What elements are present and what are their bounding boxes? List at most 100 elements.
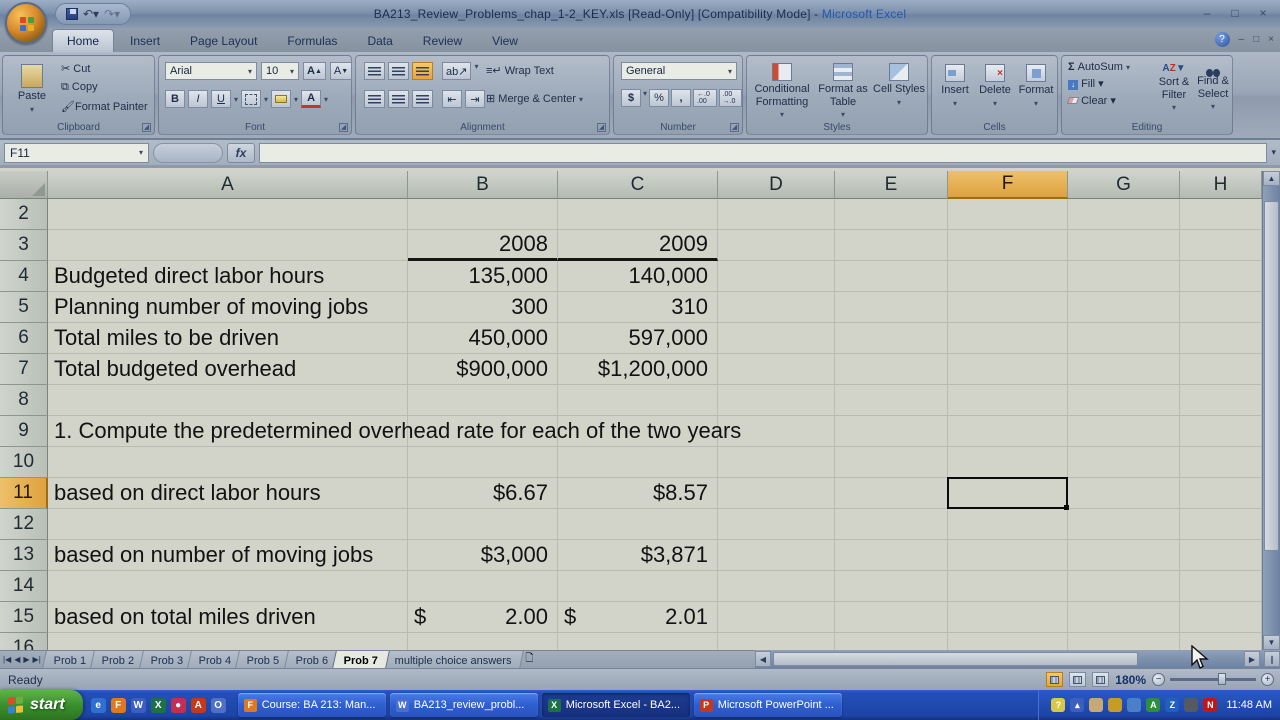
middle-align-button[interactable] [388,62,409,80]
tab-split-handle[interactable]: ∥ [1264,651,1280,667]
cell-E7[interactable] [835,354,948,385]
cell-D5[interactable] [718,292,835,323]
cell-F3[interactable] [948,230,1068,261]
restore-button[interactable]: □ [1231,6,1239,20]
workbook-restore-button[interactable]: □ [1253,34,1260,45]
cell-B14[interactable] [408,571,558,602]
cell-A15[interactable]: based on total miles driven [48,602,408,633]
taskbar-button-excel-icon[interactable]: X Microsoft Excel - BA2... [541,693,690,717]
row-header-2[interactable]: 2 [0,199,48,230]
cell-B2[interactable] [408,199,558,230]
netnanny-tray-icon[interactable]: N [1203,698,1218,712]
row-header-14[interactable]: 14 [0,571,48,602]
page-break-view-button[interactable] [1092,672,1110,687]
cell-H3[interactable] [1180,230,1262,261]
next-sheet-button[interactable]: ▶ [23,655,30,664]
cell-H2[interactable] [1180,199,1262,230]
cell-G8[interactable] [1068,385,1180,416]
cell-F9[interactable] [948,416,1068,447]
cell-C5[interactable]: 310 [558,292,718,323]
column-header-C[interactable]: C [558,171,718,199]
row-header-12[interactable]: 12 [0,509,48,540]
zoom-thumb[interactable] [1218,673,1226,685]
clipboard-dialog-launcher[interactable]: ◢ [142,123,151,132]
cut-button[interactable]: ✂ Cut [61,63,91,75]
cell-H15[interactable] [1180,602,1262,633]
cell-G7[interactable] [1068,354,1180,385]
paste-button[interactable]: Paste ▾ [9,60,55,114]
cell-G10[interactable] [1068,447,1180,478]
save-button[interactable] [66,8,78,20]
cell-D7[interactable] [718,354,835,385]
outlook-icon[interactable]: O [210,697,226,713]
close-button[interactable]: × [1259,6,1267,20]
font-dialog-launcher[interactable]: ◢ [339,123,348,132]
taskbar-button-powerpoint-icon[interactable]: P Microsoft PowerPoint ... [693,693,842,717]
cell-H4[interactable] [1180,261,1262,292]
cell-H9[interactable] [1180,416,1262,447]
font-size-combo[interactable]: 10 ▾ [261,62,299,80]
cell-B7[interactable]: $900,000 [408,354,558,385]
increase-indent-button[interactable]: ⇥ [465,90,485,108]
cell-F6[interactable] [948,323,1068,354]
cell-D14[interactable] [718,571,835,602]
column-header-D[interactable]: D [718,171,835,199]
ribbon-tab-data[interactable]: Data [367,34,393,48]
copy-button[interactable]: ⧉ Copy [61,81,98,93]
cell-H10[interactable] [1180,447,1262,478]
cell-F8[interactable] [948,385,1068,416]
cell-G9[interactable] [1068,416,1180,447]
cell-D2[interactable] [718,199,835,230]
excel-icon[interactable]: X [150,697,166,713]
row-header-10[interactable]: 10 [0,447,48,478]
cell-F5[interactable] [948,292,1068,323]
zoom-slider[interactable]: − + [1152,673,1274,686]
cell-E8[interactable] [835,385,948,416]
scroll-down-arrow[interactable]: ▼ [1263,635,1280,650]
sheet-tab-prob-3[interactable]: Prob 3 [138,651,195,668]
fill-button[interactable]: ↓ Fill ▾ [1068,77,1130,90]
cell-E4[interactable] [835,261,948,292]
increase-decimal-button[interactable]: ←.0 .00 [693,89,717,107]
internet-explorer-icon[interactable]: e [90,697,106,713]
zoom-in-button[interactable]: + [1261,673,1274,686]
expand-formula-bar-icon[interactable]: ▾ [1271,147,1276,157]
cell-C2[interactable] [558,199,718,230]
cell-C12[interactable] [558,509,718,540]
scroll-right-arrow[interactable]: ▶ [1244,651,1260,667]
autosum-button[interactable]: Σ AutoSum ▾ [1068,61,1130,73]
column-header-E[interactable]: E [835,171,948,199]
cell-A2[interactable] [48,199,408,230]
name-box[interactable]: F11 ▾ [4,142,149,163]
selected-cell-F11[interactable] [947,477,1069,510]
cell-G13[interactable] [1068,540,1180,571]
insert-function-button[interactable]: fx [227,142,255,163]
alignment-dialog-launcher[interactable]: ◢ [597,123,606,132]
cell-C14[interactable] [558,571,718,602]
acrobat-icon[interactable]: A [190,697,206,713]
antivirus-tray-icon[interactable]: A [1146,698,1161,712]
cell-H6[interactable] [1180,323,1262,354]
column-header-A[interactable]: A [48,171,408,199]
cell-E2[interactable] [835,199,948,230]
cell-A6[interactable]: Total miles to be driven [48,323,408,354]
cell-H5[interactable] [1180,292,1262,323]
percent-format-button[interactable]: % [649,89,670,107]
cell-styles-button[interactable]: Cell Styles ▾ [873,59,925,107]
bottom-align-button[interactable] [412,62,433,80]
cell-C16[interactable] [558,633,718,650]
cell-E15[interactable] [835,602,948,633]
decrease-decimal-button[interactable]: .00 →.0 [718,89,742,107]
cell-D13[interactable] [718,540,835,571]
shield-tray-icon[interactable] [1108,698,1123,712]
delete-cells-button[interactable]: × Delete ▾ [976,60,1014,108]
ribbon-tab-insert[interactable]: Insert [130,34,161,48]
cell-H8[interactable] [1180,385,1262,416]
cell-B15[interactable]: $2.00 [408,602,558,633]
cell-A8[interactable] [48,385,408,416]
cell-G5[interactable] [1068,292,1180,323]
undo-button[interactable]: ↶▾ [83,7,100,21]
borders-button[interactable] [241,90,262,108]
scroll-left-arrow[interactable]: ◀ [755,651,771,667]
cell-B8[interactable] [408,385,558,416]
